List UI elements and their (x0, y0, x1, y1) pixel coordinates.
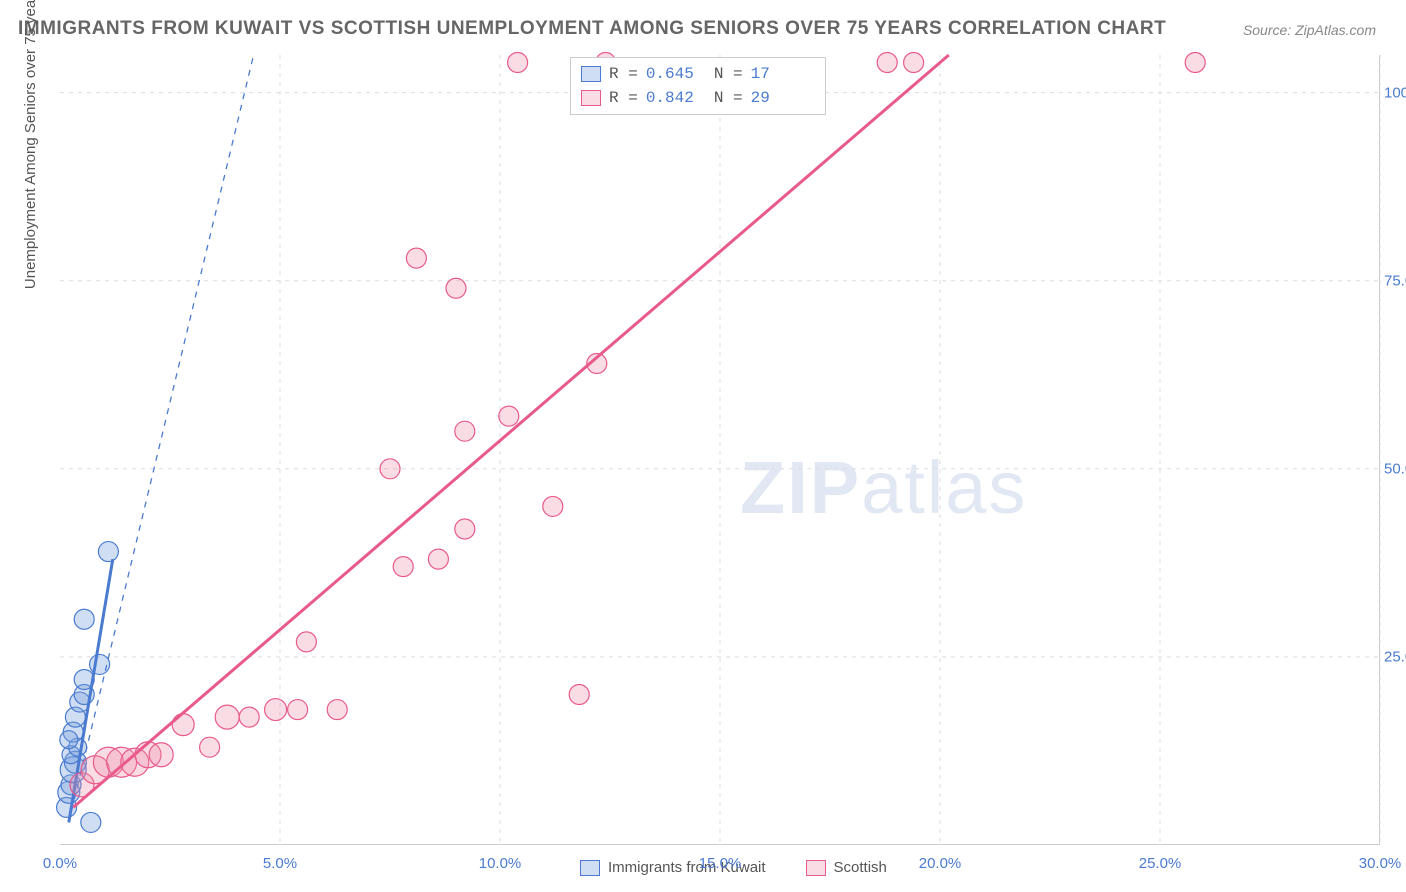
y-tick-label: 25.0% (1384, 648, 1406, 665)
scatter-point-scottish (149, 743, 173, 767)
trend-line-scottish (73, 55, 949, 807)
scatter-point-scottish (428, 549, 448, 569)
legend-swatch-scottish (806, 860, 826, 876)
legend-n-label: N = (714, 86, 743, 110)
legend-r-label: R = (609, 62, 638, 86)
scatter-point-scottish (265, 699, 287, 721)
x-tick-label: 30.0% (1359, 855, 1402, 872)
legend-n-scottish: 29 (751, 86, 811, 110)
legend-stats: R = 0.645 N = 17 R = 0.842 N = 29 (570, 57, 826, 115)
chart-title: IMMIGRANTS FROM KUWAIT VS SCOTTISH UNEMP… (18, 18, 1166, 40)
scatter-point-scottish (1185, 53, 1205, 73)
scatter-point-scottish (288, 700, 308, 720)
x-tick-label: 0.0% (43, 855, 77, 872)
scatter-point-kuwait (81, 812, 101, 832)
legend-swatch-scottish (581, 90, 601, 106)
source-label: Source: ZipAtlas.com (1243, 22, 1376, 38)
y-tick-label: 50.0% (1384, 460, 1406, 477)
scatter-point-kuwait (60, 731, 78, 749)
y-tick-label: 75.0% (1384, 272, 1406, 289)
y-tick-label: 100.0% (1384, 84, 1406, 101)
x-tick-label: 10.0% (479, 855, 522, 872)
legend-label-scottish: Scottish (834, 859, 887, 876)
scatter-point-scottish (406, 248, 426, 268)
chart-svg (60, 55, 1379, 844)
plot-area: ZIPatlas R = 0.645 N = 17 R = 0.842 N = … (60, 55, 1380, 845)
scatter-point-scottish (569, 685, 589, 705)
legend-item-scottish: Scottish (806, 859, 887, 876)
scatter-point-scottish (172, 714, 194, 736)
scatter-point-scottish (543, 496, 563, 516)
scatter-point-scottish (508, 53, 528, 73)
scatter-point-scottish (327, 700, 347, 720)
legend-swatch-kuwait (580, 860, 600, 876)
x-tick-label: 20.0% (919, 855, 962, 872)
scatter-point-scottish (380, 459, 400, 479)
scatter-point-scottish (393, 557, 413, 577)
scatter-point-scottish (200, 737, 220, 757)
legend-label-kuwait: Immigrants from Kuwait (608, 859, 766, 876)
legend-r-scottish: 0.842 (646, 86, 706, 110)
scatter-point-scottish (455, 519, 475, 539)
scatter-point-scottish (239, 707, 259, 727)
legend-swatch-kuwait (581, 66, 601, 82)
x-tick-label: 25.0% (1139, 855, 1182, 872)
scatter-point-scottish (499, 406, 519, 426)
scatter-point-scottish (446, 278, 466, 298)
legend-r-label: R = (609, 86, 638, 110)
scatter-point-scottish (455, 421, 475, 441)
scatter-point-scottish (215, 705, 239, 729)
x-tick-label: 5.0% (263, 855, 297, 872)
scatter-point-kuwait (74, 609, 94, 629)
legend-stats-row-kuwait: R = 0.645 N = 17 (581, 62, 811, 86)
scatter-point-scottish (296, 632, 316, 652)
legend-n-kuwait: 17 (751, 62, 811, 86)
y-axis-label: Unemployment Among Seniors over 75 years (22, 0, 39, 289)
scatter-point-scottish (877, 53, 897, 73)
legend-stats-row-scottish: R = 0.842 N = 29 (581, 86, 811, 110)
x-tick-label: 15.0% (699, 855, 742, 872)
legend-r-kuwait: 0.645 (646, 62, 706, 86)
scatter-point-kuwait (98, 542, 118, 562)
legend-n-label: N = (714, 62, 743, 86)
scatter-point-scottish (904, 53, 924, 73)
